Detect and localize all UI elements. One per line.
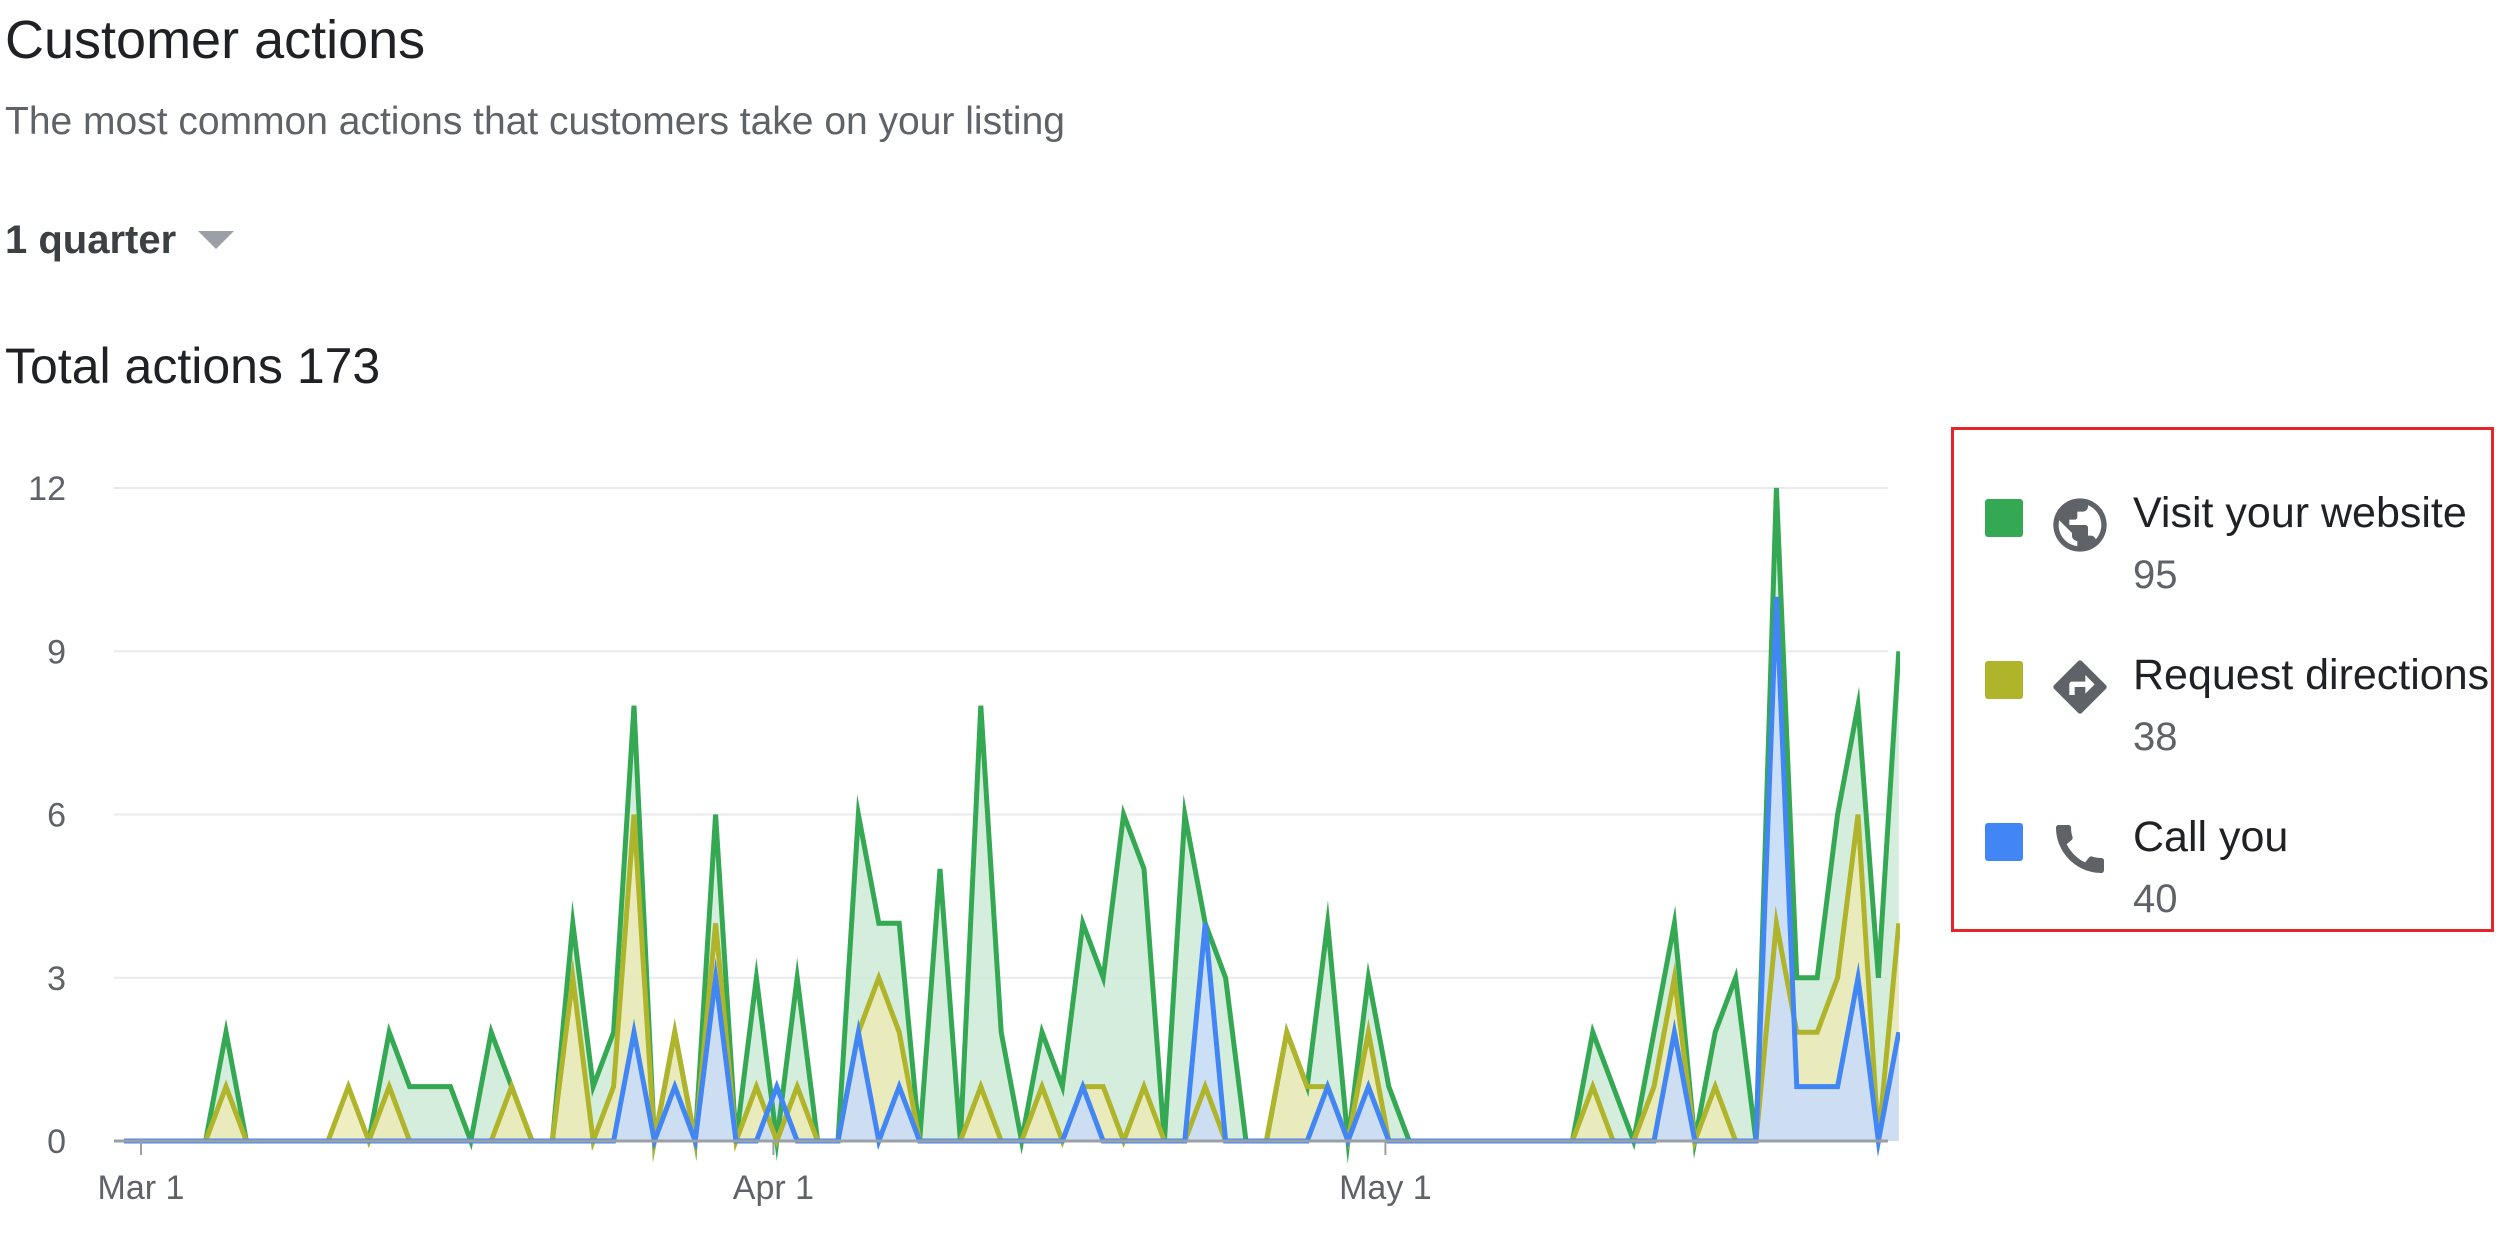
y-tick-label: 6 bbox=[47, 797, 66, 835]
y-tick-label: 9 bbox=[47, 633, 66, 671]
legend-swatch-call-you bbox=[1985, 823, 2023, 861]
legend-label-visit-website: Visit your website bbox=[2133, 489, 2467, 537]
y-tick-label: 12 bbox=[28, 470, 66, 508]
range-dropdown-label: 1 quarter bbox=[5, 217, 177, 262]
x-tick-label: Apr 1 bbox=[733, 1169, 814, 1207]
x-tick-label: Mar 1 bbox=[98, 1169, 185, 1207]
series-area-1 bbox=[124, 814, 1899, 1141]
legend-item-call-you[interactable]: Call you 40 bbox=[1954, 754, 2491, 921]
page-title: Customer actions bbox=[5, 10, 426, 70]
legend-item-visit-website[interactable]: Visit your website 95 bbox=[1954, 430, 2491, 597]
x-tick-label: May 1 bbox=[1339, 1169, 1432, 1207]
legend-value-call-you: 40 bbox=[2133, 877, 2178, 921]
phone-icon bbox=[2056, 825, 2104, 873]
y-tick-label: 0 bbox=[47, 1123, 66, 1161]
range-dropdown[interactable]: 1 quarter bbox=[5, 212, 235, 268]
page-subtitle: The most common actions that customers t… bbox=[5, 100, 1065, 143]
caret-down-icon bbox=[198, 231, 235, 249]
legend-item-request-directions[interactable]: Request directions 38 bbox=[1954, 592, 2491, 759]
legend-label-call-you: Call you bbox=[2133, 813, 2289, 861]
legend-label-request-directions: Request directions bbox=[2133, 651, 2490, 699]
directions-icon bbox=[2053, 660, 2107, 714]
axes: 0 3 6 9 12 Mar 1 Apr 1 May 1 bbox=[28, 470, 1888, 1207]
total-actions: Total actions 173 bbox=[5, 338, 381, 394]
legend-swatch-request-directions bbox=[1985, 661, 2023, 699]
legend-value-visit-website: 95 bbox=[2133, 553, 2178, 597]
legend-value-request-directions: 38 bbox=[2133, 715, 2178, 759]
legend-swatch-visit-website bbox=[1985, 499, 2023, 537]
y-tick-label: 3 bbox=[47, 960, 66, 998]
customer-actions-chart: 0 3 6 9 12 Mar 1 Apr 1 May 1 bbox=[28, 470, 1900, 1207]
series-line-0 bbox=[124, 487, 1900, 1165]
globe-icon bbox=[2053, 498, 2107, 552]
chart-legend: Visit your website 95 Request directions… bbox=[1951, 427, 2494, 932]
grid-lines bbox=[114, 487, 1888, 979]
